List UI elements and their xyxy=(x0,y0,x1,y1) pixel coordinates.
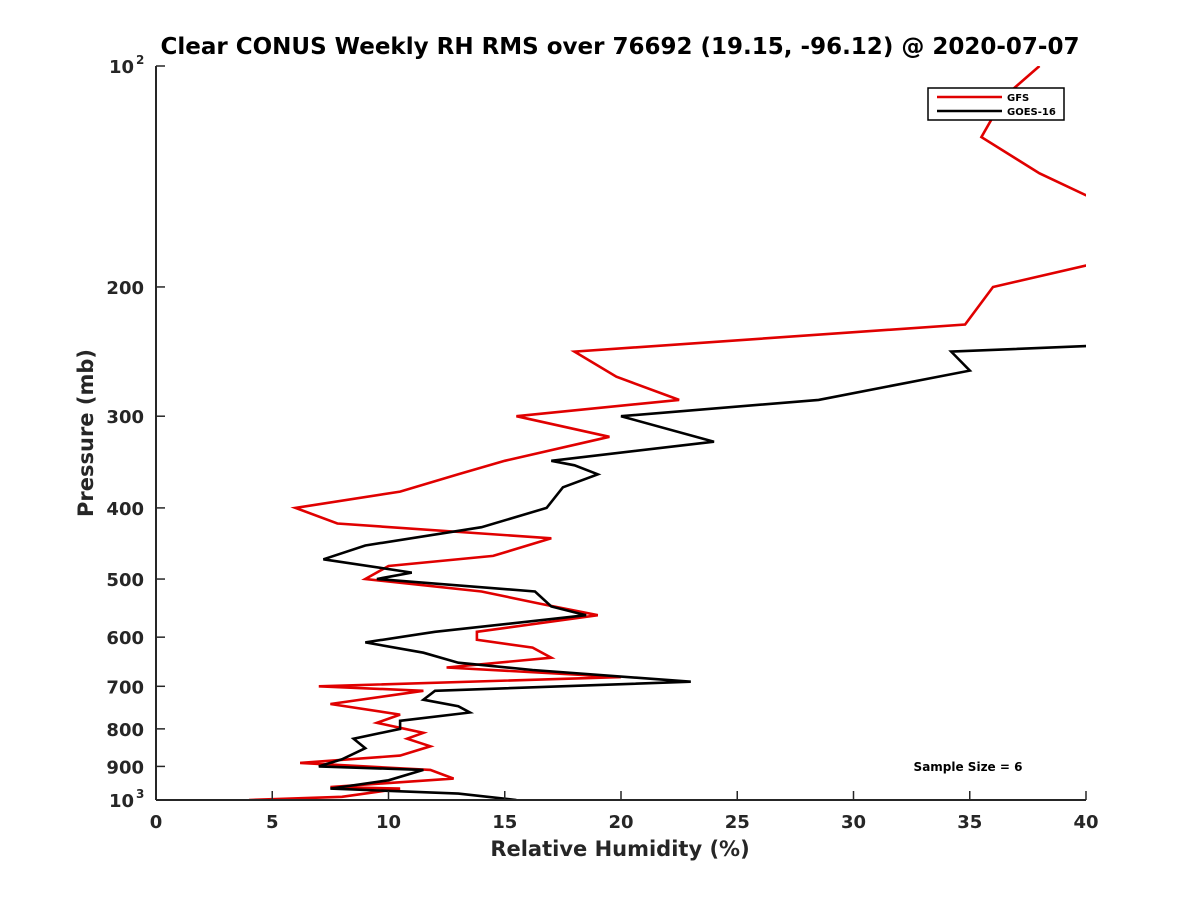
y-tick-label: 600 xyxy=(106,628,144,649)
legend-label-gfs: GFS xyxy=(1007,93,1029,104)
x-tick-label: 10 xyxy=(376,812,401,833)
y-tick-label: 10 xyxy=(109,57,134,78)
y-tick-exponent: 3 xyxy=(136,787,144,801)
legend-label-goes16: GOES-16 xyxy=(1007,107,1056,118)
plot-lines xyxy=(248,66,1086,800)
x-tick-label: 25 xyxy=(725,812,750,833)
x-tick-label: 15 xyxy=(492,812,517,833)
series-line-gfs xyxy=(248,66,1086,800)
y-tick-label: 400 xyxy=(106,499,144,520)
legend: GFS GOES-16 xyxy=(927,87,1065,121)
y-tick-label: 10 xyxy=(109,791,134,812)
sample-size-annotation: Sample Size = 6 xyxy=(914,760,1023,774)
y-tick-label: 300 xyxy=(106,407,144,428)
x-tick-label: 0 xyxy=(150,812,163,833)
x-tick-label: 5 xyxy=(266,812,279,833)
series-line-goes16 xyxy=(318,344,1086,800)
y-tick-label: 500 xyxy=(106,570,144,591)
y-axis-label: Pressure (mb) xyxy=(74,349,98,517)
legend-box xyxy=(927,87,1065,121)
y-tick-label: 200 xyxy=(106,278,144,299)
x-tick-label: 40 xyxy=(1073,812,1098,833)
y-tick-label: 900 xyxy=(106,757,144,778)
y-tick-label: 700 xyxy=(106,677,144,698)
y-tick-exponent: 2 xyxy=(136,53,144,67)
x-tick-label: 20 xyxy=(608,812,633,833)
x-tick-label: 35 xyxy=(957,812,982,833)
x-axis-label: Relative Humidity (%) xyxy=(490,837,749,861)
x-tick-label: 30 xyxy=(841,812,866,833)
chart-title: Clear CONUS Weekly RH RMS over 76692 (19… xyxy=(161,34,1080,60)
y-tick-label: 800 xyxy=(106,720,144,741)
